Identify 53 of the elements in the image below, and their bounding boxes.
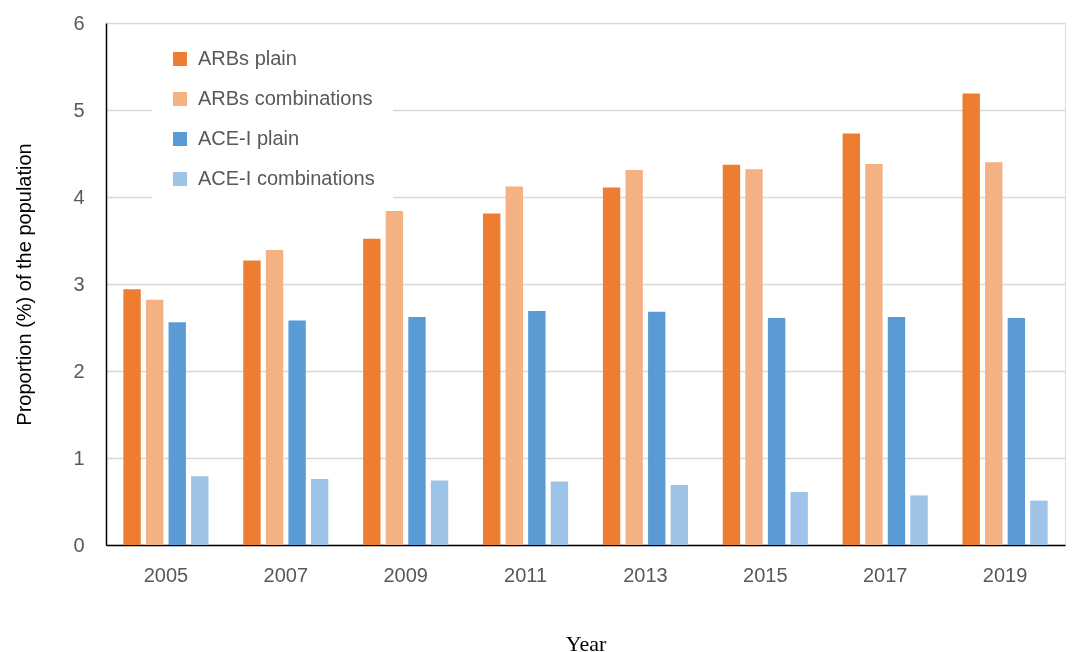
bar xyxy=(191,476,209,545)
bar xyxy=(722,164,741,545)
y-tick-label: 5 xyxy=(73,98,85,121)
y-axis-title: Proportion (%) of the population xyxy=(13,143,36,426)
y-tick-label: 0 xyxy=(73,533,85,556)
bar xyxy=(408,317,426,545)
bar xyxy=(962,93,980,545)
bar xyxy=(767,317,786,545)
bar xyxy=(168,322,186,545)
bar xyxy=(625,170,643,545)
bar xyxy=(483,213,501,545)
bar xyxy=(670,484,688,545)
y-tick-label: 3 xyxy=(73,272,85,295)
bar xyxy=(602,187,621,545)
bar xyxy=(288,320,306,545)
bar xyxy=(363,238,381,545)
x-tick-label: 2013 xyxy=(623,563,668,586)
bar xyxy=(505,186,523,545)
bar xyxy=(265,250,284,545)
x-tick-label: 2019 xyxy=(982,563,1028,586)
x-axis-title: Year xyxy=(565,630,607,652)
bar xyxy=(985,162,1003,545)
bar xyxy=(745,169,763,545)
y-tick-label: 1 xyxy=(73,446,85,469)
bar xyxy=(910,495,928,545)
x-tick-label: 2005 xyxy=(143,563,189,586)
bar xyxy=(1007,317,1026,545)
legend-label: ARBs combinations xyxy=(198,87,373,109)
legend-label: ACE-I combinations xyxy=(198,167,375,189)
y-tick-label: 2 xyxy=(73,359,85,382)
bar xyxy=(1030,500,1048,545)
legend-label: ARBs plain xyxy=(198,47,297,69)
bar xyxy=(528,310,546,545)
x-tick-label: 2007 xyxy=(263,563,309,586)
bar xyxy=(550,481,569,545)
x-tick-label: 2017 xyxy=(862,563,908,586)
bar xyxy=(790,491,808,545)
y-tick-label: 6 xyxy=(73,11,85,34)
x-tick-label: 2011 xyxy=(504,563,548,586)
y-tick-label: 4 xyxy=(73,185,85,208)
x-tick-label: 2015 xyxy=(743,563,788,586)
x-tick-label: 2009 xyxy=(383,563,428,586)
bar xyxy=(123,289,141,545)
bar xyxy=(310,478,329,545)
bar xyxy=(430,480,449,545)
bar xyxy=(243,260,261,545)
bar xyxy=(145,299,164,545)
bar xyxy=(865,163,883,545)
legend-label: ACE-I plain xyxy=(198,127,300,149)
bar xyxy=(842,133,861,545)
bar xyxy=(887,317,906,545)
bar xyxy=(648,311,666,545)
bar xyxy=(385,210,404,545)
